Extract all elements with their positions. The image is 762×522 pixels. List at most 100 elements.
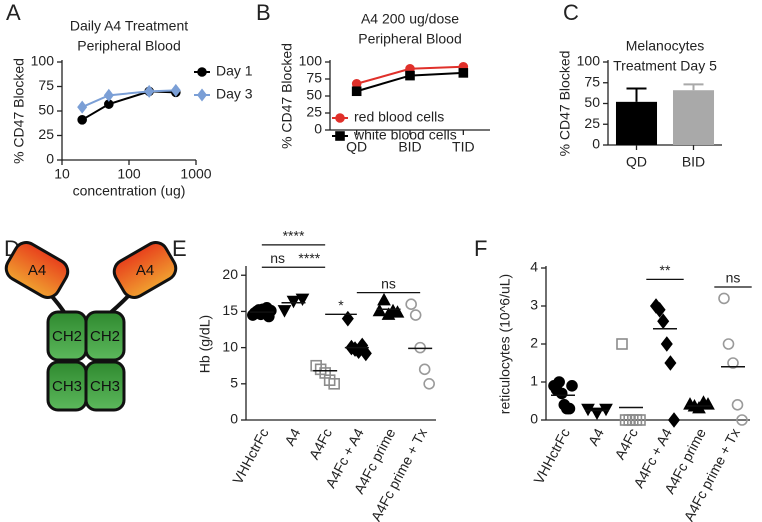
legend-label: Day 1 bbox=[216, 63, 253, 79]
data-point bbox=[418, 363, 431, 376]
data-point bbox=[390, 305, 405, 318]
legend-marker bbox=[335, 113, 345, 123]
data-point bbox=[170, 83, 181, 97]
y-tick-label: 25 bbox=[306, 104, 322, 120]
data-point bbox=[377, 292, 391, 306]
legend-label: white blood cells bbox=[353, 127, 457, 143]
y-tick-label: 1 bbox=[530, 373, 538, 389]
data-point bbox=[653, 301, 666, 318]
data-point bbox=[566, 379, 578, 392]
significance-label: ns bbox=[381, 275, 396, 291]
chart-title: Peripheral Blood bbox=[358, 31, 462, 47]
chart-title: Peripheral Blood bbox=[77, 38, 181, 54]
significance-label: ns bbox=[270, 250, 285, 266]
domain-label: A4 bbox=[136, 262, 154, 279]
chart-title: Daily A4 Treatment bbox=[70, 18, 188, 34]
ch3-domain bbox=[84, 360, 126, 412]
x-tick-label: A4 bbox=[281, 425, 303, 448]
x-tick-label: QD bbox=[626, 154, 647, 170]
data-point bbox=[563, 402, 576, 415]
y-tick-label: 25 bbox=[38, 126, 54, 142]
data-point bbox=[581, 403, 595, 417]
data-point bbox=[328, 378, 340, 390]
panel-label: C bbox=[563, 0, 579, 25]
y-tick-label: 50 bbox=[584, 94, 600, 110]
domain-label: A4 bbox=[28, 262, 46, 279]
domain-label: CH2 bbox=[90, 328, 120, 345]
panel-label: A bbox=[6, 0, 21, 25]
data-point bbox=[405, 70, 415, 81]
antibody-diagram: A4 A4 CH2 CH2 CH3 CH3 bbox=[4, 241, 178, 412]
data-point bbox=[736, 414, 748, 426]
data-point bbox=[295, 293, 310, 307]
y-tick-label: 3 bbox=[530, 297, 538, 313]
legend-marker bbox=[197, 67, 207, 77]
y-tick-label: 75 bbox=[38, 77, 54, 93]
legend-label: Day 3 bbox=[216, 86, 253, 102]
y-tick-label: 0 bbox=[230, 411, 238, 427]
panel-label: B bbox=[256, 0, 271, 25]
y-tick-label: 5 bbox=[230, 375, 238, 391]
x-tick-label: A4 bbox=[585, 425, 607, 448]
data-point bbox=[372, 303, 387, 317]
y-axis-label: Hb (g/dL) bbox=[197, 315, 213, 373]
legend-label: red blood cells bbox=[354, 109, 444, 125]
x-tick-label: TID bbox=[452, 139, 475, 155]
chart-title: Melanocytes bbox=[626, 38, 705, 54]
data-point bbox=[409, 309, 422, 321]
data-point bbox=[731, 398, 744, 411]
data-point bbox=[77, 100, 88, 114]
data-point bbox=[616, 338, 628, 350]
x-tick-label: A4Fc bbox=[611, 426, 640, 462]
y-tick-label: 100 bbox=[31, 53, 55, 69]
data-point bbox=[277, 305, 292, 318]
x-tick-label: VHHctrFc bbox=[229, 426, 272, 487]
data-point bbox=[103, 88, 114, 102]
x-tick-label: VHHctrFc bbox=[530, 426, 573, 487]
data-point bbox=[77, 115, 87, 125]
chart-title: Treatment Day 5 bbox=[613, 58, 717, 74]
significance-label: **** bbox=[283, 228, 305, 244]
data-point bbox=[660, 336, 673, 352]
series-line bbox=[81, 90, 176, 121]
data-point bbox=[351, 86, 362, 97]
ch2-domain bbox=[84, 310, 126, 362]
y-tick-label: 75 bbox=[584, 73, 600, 89]
x-axis-label: concentration (ug) bbox=[73, 183, 186, 199]
x-tick-label: BID bbox=[398, 139, 421, 155]
y-tick-label: 2 bbox=[530, 335, 538, 351]
x-tick-label: 1000 bbox=[180, 166, 211, 182]
a4-domain bbox=[4, 241, 70, 299]
data-point bbox=[727, 357, 739, 369]
data-point bbox=[718, 292, 730, 305]
data-point bbox=[405, 298, 417, 310]
y-tick-label: 0 bbox=[46, 151, 54, 167]
y-tick-label: 50 bbox=[306, 87, 322, 103]
data-point bbox=[555, 387, 568, 400]
significance-label: **** bbox=[298, 250, 320, 266]
data-point bbox=[722, 338, 735, 350]
data-point bbox=[265, 304, 277, 317]
data-point bbox=[664, 355, 677, 371]
panel-label: E bbox=[172, 236, 187, 261]
data-point bbox=[286, 295, 301, 309]
data-point bbox=[657, 313, 670, 330]
x-tick-label: 10 bbox=[54, 166, 70, 182]
y-tick-label: 15 bbox=[222, 302, 238, 318]
domain-label: CH3 bbox=[90, 378, 120, 395]
x-tick-label: QD bbox=[346, 139, 367, 155]
y-tick-label: 100 bbox=[577, 53, 601, 69]
y-tick-label: 75 bbox=[306, 70, 322, 86]
y-tick-label: 20 bbox=[222, 266, 238, 282]
significance-label: ns bbox=[726, 270, 741, 286]
data-point bbox=[667, 412, 681, 428]
domain-label: CH2 bbox=[52, 328, 82, 345]
y-tick-label: 0 bbox=[592, 136, 600, 152]
y-tick-label: 10 bbox=[222, 338, 238, 354]
y-tick-label: 4 bbox=[530, 259, 538, 275]
y-axis-label: reticulocytes (10^6/uL) bbox=[497, 274, 513, 414]
panel-label: F bbox=[474, 236, 487, 261]
x-tick-label: BID bbox=[682, 154, 705, 170]
y-axis-label: % CD47 Blocked bbox=[279, 43, 295, 149]
